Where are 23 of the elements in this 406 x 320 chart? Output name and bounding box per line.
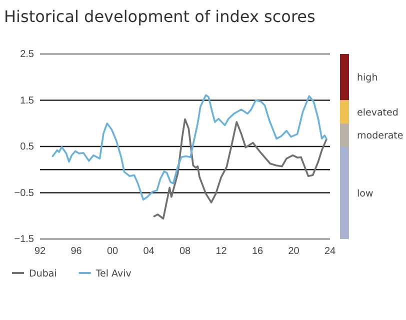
y-tick-label: 0.5 [20,142,34,153]
text: low [357,188,374,200]
text: high [357,72,378,84]
chart-title: Historical development of index scores [4,7,316,26]
legend-label: Dubai [29,268,57,280]
x-tick-label: 00 [106,246,118,258]
x-tick-label: 96 [70,246,82,258]
y-tick-label: −0.5 [14,188,34,199]
legend-label: Tel Aviv [94,268,132,280]
text: moderate [357,130,404,142]
x-tick-label: 04 [143,246,155,258]
x-tick-label: 12 [216,246,228,258]
y-tick-label: 1.5 [20,95,34,106]
line-series [153,118,328,220]
x-tick-label: 92 [34,246,46,258]
x-tick-label: 20 [288,246,300,258]
y-tick-label: 2.5 [20,49,34,60]
y-tick-label: −1.5 [14,234,34,246]
text: elevated [357,107,398,118]
x-tick-label: 08 [179,246,191,258]
line-series [52,94,328,201]
x-tick-label: 24 [324,246,336,258]
x-tick-label: 16 [252,246,264,258]
